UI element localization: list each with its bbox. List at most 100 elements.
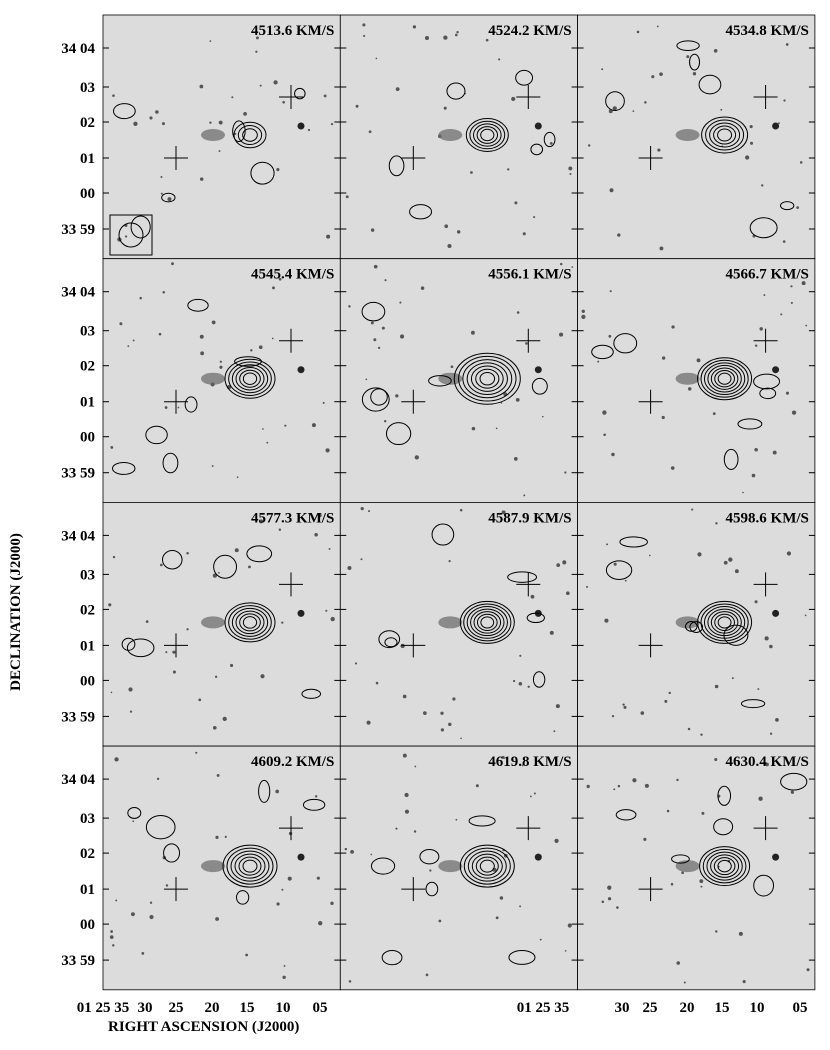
contour (112, 461, 136, 475)
contour (605, 560, 633, 580)
star (149, 901, 153, 904)
star (375, 57, 378, 60)
star (360, 558, 363, 561)
star (330, 123, 334, 126)
contour (370, 857, 396, 875)
contour (530, 143, 544, 156)
contour (697, 600, 753, 644)
star (132, 820, 135, 823)
star (609, 290, 612, 293)
contour (698, 74, 722, 95)
x-tick-label: 30 (138, 1000, 153, 1016)
contour (713, 857, 736, 876)
star (275, 789, 279, 794)
star (514, 201, 518, 205)
star (155, 110, 159, 114)
star (330, 901, 334, 906)
star (586, 784, 590, 789)
star (447, 243, 452, 249)
contour (431, 523, 455, 546)
star (443, 35, 448, 40)
contour (242, 128, 258, 142)
star (714, 684, 719, 689)
star (243, 112, 247, 116)
star (769, 732, 773, 735)
star (402, 753, 407, 758)
star (110, 446, 114, 449)
star (195, 751, 198, 754)
star (534, 122, 542, 130)
star (328, 547, 331, 550)
star (530, 594, 535, 599)
contour (242, 859, 258, 873)
x-tick-label: 20 (680, 1000, 695, 1016)
star (255, 36, 259, 40)
star (617, 233, 621, 237)
y-axis-title: DECLINATION (J2000) (8, 533, 24, 691)
star (456, 30, 459, 34)
contour (459, 600, 515, 644)
star (537, 513, 540, 516)
contour (465, 118, 509, 152)
velocity-label: 4609.2 KM/S (251, 754, 334, 770)
y-tick-label: 33 59 (61, 466, 95, 482)
star (423, 711, 427, 715)
star (297, 853, 305, 861)
star (132, 339, 135, 342)
star (723, 560, 728, 565)
star (282, 100, 285, 104)
star (623, 705, 627, 709)
star (501, 755, 505, 759)
contour (242, 616, 258, 629)
y-tick-label: 02 (80, 602, 95, 618)
star (273, 80, 278, 85)
star (715, 930, 718, 933)
star (786, 551, 792, 556)
contour (126, 638, 155, 658)
contour (759, 387, 777, 400)
y-tick-label: 03 (80, 567, 95, 583)
contour (467, 850, 507, 882)
star (507, 168, 510, 171)
star (276, 168, 280, 172)
velocity-label: 4534.8 KM/S (726, 23, 809, 39)
star (791, 410, 797, 415)
contour (749, 217, 778, 239)
star (659, 246, 664, 251)
star (511, 96, 516, 102)
star (485, 38, 489, 42)
star (754, 600, 758, 604)
y-tick-label: 34 04 (61, 285, 95, 301)
star (278, 277, 282, 281)
star (742, 491, 744, 494)
star (218, 571, 220, 574)
star (525, 342, 528, 345)
contour (706, 851, 743, 881)
panel: 4556.1 KM/S (339, 258, 578, 503)
contour (294, 87, 306, 100)
star (219, 365, 223, 369)
star (307, 128, 311, 132)
star (624, 579, 627, 582)
contour (161, 192, 176, 203)
star (562, 560, 567, 565)
star (597, 360, 600, 363)
panel: 4513.6 KM/S (102, 14, 341, 260)
star (429, 869, 432, 872)
star (160, 563, 163, 567)
y-tick-label: 01 (80, 882, 95, 898)
x-tick-label: 01 25 35 (517, 1000, 570, 1016)
contour (250, 161, 275, 185)
star (699, 879, 704, 884)
star (368, 130, 372, 134)
y-tick-label: 34 04 (61, 528, 95, 544)
velocity-label: 4545.4 KM/S (251, 267, 334, 283)
star (245, 953, 249, 957)
star (607, 897, 612, 901)
contour (187, 298, 209, 312)
star (749, 125, 753, 129)
star (373, 338, 377, 342)
contour (473, 123, 502, 147)
star (260, 674, 265, 679)
contour (463, 847, 511, 885)
